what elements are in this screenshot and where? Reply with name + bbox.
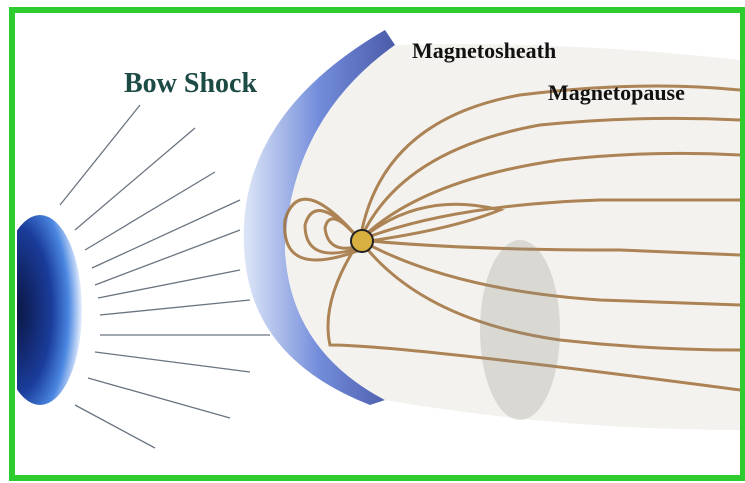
diagram: Bow Shock Magnetosheath Magnetopause (0, 0, 745, 483)
label: Bow Shock (124, 68, 257, 99)
shadow (480, 240, 560, 420)
earth (351, 230, 373, 252)
label: Magnetosheath (412, 38, 556, 63)
page: Bow Shock Magnetosheath Magnetopause (0, 0, 745, 483)
label: Magnetopause (548, 80, 685, 105)
